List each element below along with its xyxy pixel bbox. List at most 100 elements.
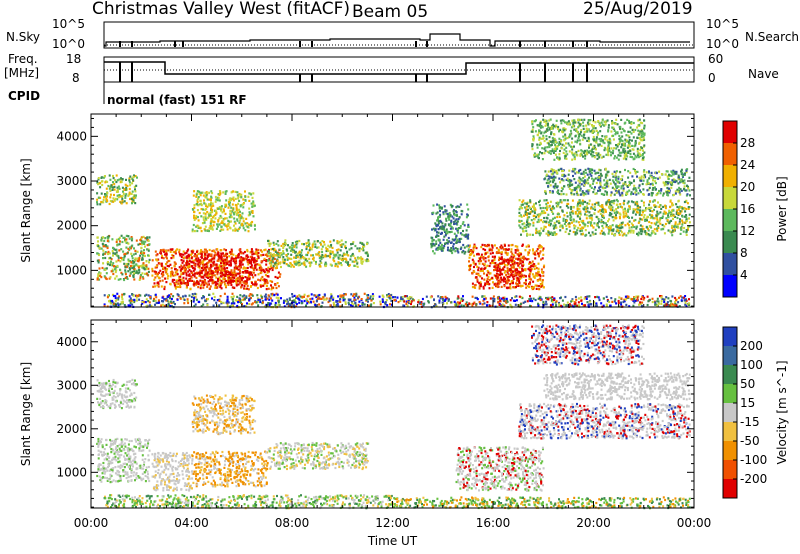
data-cell <box>633 225 636 229</box>
data-cell <box>222 273 225 276</box>
data-cell <box>206 257 208 260</box>
data-cell <box>198 190 201 193</box>
data-cell <box>259 285 262 288</box>
data-cell <box>237 283 240 286</box>
data-cell <box>227 270 229 273</box>
data-cell <box>147 294 150 297</box>
data-cell <box>145 305 148 308</box>
data-cell <box>300 302 303 305</box>
data-cell <box>494 267 497 270</box>
data-cell <box>211 216 214 219</box>
data-cell <box>113 199 116 202</box>
data-cell <box>286 300 289 303</box>
data-cell <box>630 191 633 194</box>
data-cell <box>330 264 333 267</box>
data-cell <box>533 211 536 214</box>
data-cell <box>102 201 105 204</box>
data-cell <box>205 298 208 301</box>
data-cell <box>248 297 251 300</box>
data-cell <box>243 294 246 297</box>
data-cell <box>104 195 107 198</box>
data-cell <box>664 222 667 226</box>
data-cell <box>384 301 387 304</box>
data-cell <box>244 190 246 193</box>
data-cell <box>102 257 104 260</box>
data-cell <box>594 172 597 175</box>
data-cell <box>520 219 523 223</box>
data-cell <box>246 284 249 287</box>
data-cell <box>196 190 199 193</box>
data-cell <box>503 277 506 280</box>
data-cell <box>222 267 225 271</box>
data-cell <box>667 216 670 219</box>
data-cell <box>679 206 682 209</box>
data-cell <box>474 286 477 289</box>
data-cell <box>118 249 121 252</box>
data-cell <box>274 254 277 257</box>
data-cell <box>270 284 272 287</box>
data-cell <box>665 191 668 194</box>
data-cell <box>103 294 106 297</box>
data-cell <box>305 247 308 251</box>
data-cell <box>592 191 595 194</box>
data-cell <box>584 223 587 226</box>
data-cell <box>162 257 165 260</box>
data-cell <box>590 171 593 174</box>
data-cell <box>634 172 637 175</box>
data-cell <box>244 198 247 202</box>
data-cell <box>199 260 202 263</box>
data-cell <box>222 278 225 281</box>
data-cell <box>109 193 112 196</box>
data-cell <box>132 294 135 297</box>
data-cell <box>241 295 244 298</box>
data-cell <box>572 230 575 234</box>
data-cell <box>334 304 337 307</box>
data-cell <box>469 253 472 256</box>
data-cell <box>570 191 573 195</box>
data-cell <box>539 279 542 282</box>
data-cell <box>116 243 119 246</box>
data-cell <box>238 208 240 211</box>
data-cell <box>110 258 113 261</box>
data-cell <box>650 222 653 225</box>
data-cell <box>267 302 270 305</box>
data-cell <box>116 189 119 192</box>
data-cell <box>234 190 237 193</box>
data-cell <box>514 269 517 272</box>
data-cell <box>547 185 550 188</box>
data-cell <box>486 269 489 273</box>
data-cell <box>586 207 589 210</box>
data-cell <box>171 271 174 274</box>
data-cell <box>649 234 652 237</box>
data-cell <box>144 237 147 240</box>
data-cell <box>107 252 109 256</box>
data-cell <box>616 123 619 126</box>
freq-label-2: [MHz] <box>4 66 40 80</box>
data-cell <box>324 255 327 258</box>
data-cell <box>111 268 114 271</box>
data-cell <box>118 178 121 181</box>
data-cell <box>293 245 296 249</box>
data-cell <box>353 293 356 296</box>
data-cell <box>219 275 222 278</box>
data-cell <box>140 239 143 242</box>
data-cell <box>282 249 285 253</box>
data-cell <box>654 223 657 226</box>
data-cell <box>155 271 158 274</box>
data-cell <box>197 196 200 199</box>
data-cell <box>228 202 231 206</box>
data-cell <box>244 229 247 232</box>
data-cell <box>529 200 532 203</box>
data-cell <box>290 253 293 256</box>
data-cell <box>336 240 339 243</box>
data-cell <box>536 274 539 277</box>
data-cell <box>668 209 671 212</box>
data-cell <box>166 264 169 267</box>
data-cell <box>106 296 109 299</box>
data-cell <box>478 282 481 285</box>
data-cell <box>532 221 535 224</box>
data-cell <box>109 189 112 192</box>
data-cell <box>187 255 190 258</box>
data-cell <box>639 230 642 233</box>
data-cell <box>323 243 326 246</box>
